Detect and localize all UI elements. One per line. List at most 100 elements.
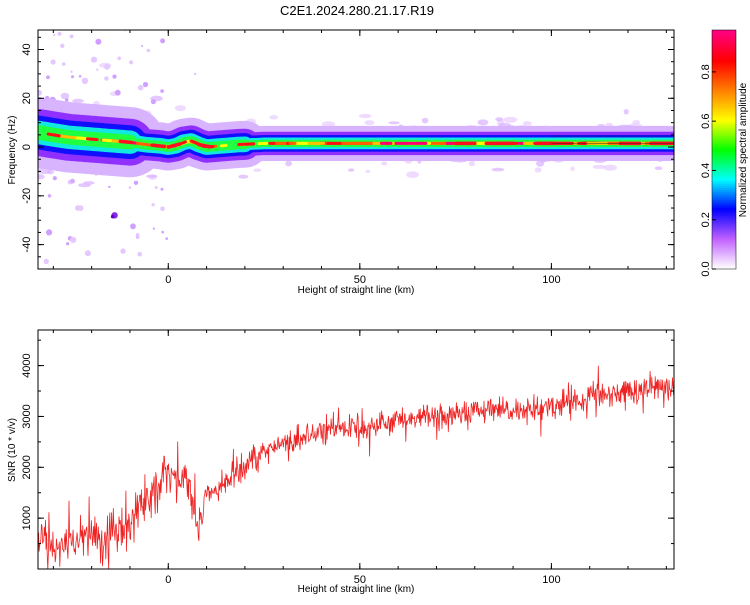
spectrogram-noise-dot (153, 228, 155, 230)
spectrogram-y-tick-label: 0 (21, 144, 33, 150)
colorbar-tick-label: 0.4 (700, 163, 712, 178)
spectrogram-halo-blob (364, 120, 374, 125)
spectrogram-noise-dot (65, 98, 69, 102)
spectrogram-noise-dot (137, 252, 142, 257)
spectrogram-noise-dot (120, 248, 125, 253)
spectrogram-noise-dot (104, 76, 108, 80)
spectrogram-noise-dot (53, 176, 57, 180)
snr-y-axis-label: SNR (10 * v/v) (7, 418, 18, 482)
spectrogram-noise-dot (95, 39, 101, 45)
snr-y-tick-label: 4000 (21, 353, 33, 377)
snr-x-tick-label: 100 (542, 574, 560, 586)
spectrogram-y-tick-label: 20 (21, 92, 33, 104)
spectrogram-y-axis-label: Frequency (Hz) (7, 116, 18, 185)
spectrogram-halo-blob (61, 93, 70, 99)
spectrogram-halo-blob (285, 161, 292, 167)
spectrogram-halo-blob (253, 169, 261, 172)
spectrogram-noise-dot (112, 75, 116, 79)
spectrogram-noise-dot (161, 231, 164, 234)
spectrogram-noise-dot (85, 250, 91, 256)
spectrogram-noise-dot (70, 71, 72, 73)
spectrogram-halo-blob (570, 167, 574, 171)
spectrogram-noise-dot (129, 186, 132, 189)
spectrogram-noise-spot (136, 236, 140, 240)
spectrogram-noise-dot (62, 62, 66, 66)
spectrogram-halo-blob (359, 114, 372, 118)
spectrogram-hotspot (137, 143, 149, 145)
spectrogram-noise-dot (53, 34, 55, 36)
spectrogram-noise-dot (46, 229, 52, 235)
spectrogram-noise-dot (104, 64, 110, 70)
colorbar-label: Normalized spectral amplitude (738, 82, 749, 217)
spectrogram-noise-spot (79, 75, 82, 78)
spectrogram-halo-blob (269, 115, 278, 119)
spectrogram-noise-dot (44, 259, 49, 264)
spectrogram-noise-spot (70, 179, 75, 184)
spectrogram-halo-blob (492, 168, 505, 172)
spectrogram-noise-dot (117, 57, 121, 61)
spectrogram-halo-blob (47, 170, 54, 174)
spectrogram-noise-dot (46, 75, 50, 79)
spectrogram-halo-blob (365, 170, 370, 173)
snr-y-tick-label: 1000 (21, 506, 33, 530)
snr-y-tick-label: 2000 (21, 455, 33, 479)
spectrogram-y-tick-label: -20 (21, 188, 33, 204)
spectrogram-y-tick-label: -40 (21, 237, 33, 253)
spectrogram-halo-blob (422, 118, 429, 124)
spectrogram-noise-dot (71, 75, 74, 78)
spectrogram-noise-dot (108, 186, 110, 188)
colorbar-tick-label: 0.8 (700, 64, 712, 79)
spectrogram-halo-blob (655, 166, 663, 170)
spectrogram-halo-blob (624, 109, 629, 115)
spectrogram-red-peak (153, 145, 165, 146)
spectrogram-hotspot (239, 144, 254, 145)
spectrogram-noise-dot (165, 237, 168, 240)
spectrogram-halo-blob (469, 161, 475, 167)
spectrogram-noise-dot (161, 188, 164, 191)
spectrogram-noise-dot (96, 69, 98, 71)
spectrogram-noise-dot (141, 45, 143, 47)
spectrogram-halo-blob (348, 168, 354, 171)
spectrogram-noise-dot (143, 82, 148, 87)
colorbar-tick-label: 0.6 (700, 114, 712, 129)
spectrogram-halo-blob (238, 175, 248, 179)
spectrogram-noise-dot (82, 78, 88, 84)
snr-x-tick-label: 0 (165, 574, 171, 586)
colorbar: 0.00.20.40.60.8 Normalized spectral ampl… (700, 30, 749, 277)
spectrogram-noise-dot (129, 60, 133, 64)
spectrogram-halo-blob (536, 160, 544, 167)
spectrogram-halo-blob (503, 117, 517, 123)
spectrogram-noise-dot (152, 203, 155, 206)
spectrogram-halo-blob (495, 117, 503, 121)
spectrogram-noise-dot (70, 237, 76, 243)
snr-x-axis-label: Height of straight line (km) (298, 584, 415, 595)
spectrogram-noise-dot (147, 49, 151, 53)
spectrogram-noise-dot (36, 90, 42, 96)
spectrogram-noise-dot (70, 34, 74, 38)
spectrogram-red-peak (120, 141, 131, 142)
spectrogram-noise-dot (57, 32, 61, 36)
spectrogram-hotspot (48, 134, 59, 136)
spectrogram-noise-spot (111, 215, 115, 219)
spectrogram-noise-dot (91, 57, 97, 63)
spectrogram-noise-dot (160, 38, 165, 43)
spectrogram-x-tick-label: 0 (165, 274, 171, 286)
snr-y-tick-label: 3000 (21, 404, 33, 428)
spectrogram-noise-dot (138, 85, 144, 91)
spectrogram-halo-blob (593, 165, 607, 169)
spectrogram-halo-blob (381, 162, 387, 166)
spectrogram-noise-dot (51, 59, 56, 64)
spectrogram-halo-blob (34, 174, 45, 179)
spectrogram-noise-dot (160, 89, 164, 93)
spectrogram-halo-blob (175, 105, 186, 111)
spectrogram-y-tick-label: 40 (21, 43, 33, 55)
spectrogram-noise-dot (160, 206, 165, 211)
chart-title: C2E1.2024.280.21.17.R19 (280, 3, 434, 18)
spectrogram-halo-blob (523, 121, 532, 126)
spectrogram-noise-dot (134, 181, 138, 185)
spectrogram-noise-dot (75, 205, 81, 211)
